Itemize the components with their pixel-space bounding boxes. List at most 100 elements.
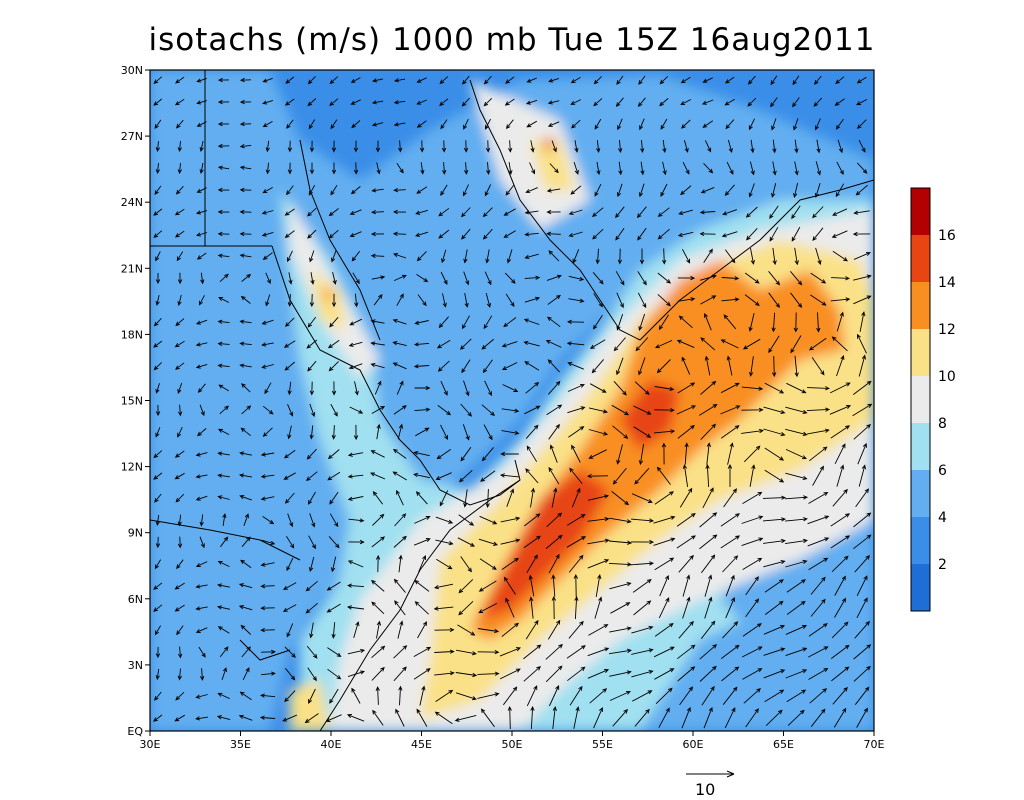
wind-arrow: [307, 491, 316, 505]
wind-arrow: [354, 293, 359, 308]
wind-arrow: [657, 228, 670, 240]
wind-arrow: [807, 386, 830, 391]
wind-arrow: [636, 206, 647, 219]
wind-arrow: [679, 686, 694, 706]
wind-arrow: [308, 535, 316, 550]
wind-arrow: [501, 341, 518, 348]
wind-arrow: [199, 404, 205, 417]
wind-arrow: [613, 380, 627, 396]
wind-arrow: [676, 405, 697, 415]
wind-arrow: [701, 554, 716, 574]
wind-arrow: [217, 428, 230, 436]
wind-arrow: [551, 140, 557, 153]
wind-arrow: [351, 250, 361, 262]
wind-arrow: [329, 76, 339, 85]
wind-arrow: [595, 248, 600, 265]
wind-arrow: [507, 705, 512, 730]
wind-arrow: [398, 554, 403, 573]
wind-arrow: [764, 447, 785, 461]
wind-arrow: [195, 716, 208, 721]
wind-arrow: [724, 707, 736, 729]
wind-arrow: [588, 624, 609, 636]
wind-arrow: [435, 539, 454, 546]
wind-arrow: [587, 647, 610, 657]
wind-arrow: [856, 99, 868, 106]
wind-arrow: [546, 188, 561, 193]
wind-arrow: [217, 341, 230, 346]
wind-arrow: [376, 620, 382, 639]
wind-arrow: [260, 562, 275, 567]
wind-arrow: [153, 208, 163, 216]
wind-arrow: [371, 188, 384, 193]
wind-arrow: [393, 645, 408, 659]
wind-arrow: [332, 271, 337, 285]
wind-arrow: [178, 646, 183, 659]
wind-arrow: [261, 231, 274, 237]
wind-arrow: [551, 487, 558, 508]
wind-arrow: [457, 537, 476, 547]
wind-arrow: [354, 381, 359, 396]
wind-arrow: [853, 644, 872, 660]
wind-arrow: [588, 407, 609, 414]
wind-arrow: [816, 139, 821, 154]
wind-arrow: [813, 97, 823, 107]
wind-arrow: [261, 649, 276, 655]
wind-arrow: [239, 77, 252, 83]
wind-arrow: [763, 625, 786, 635]
wind-arrow: [831, 666, 850, 682]
wind-arrow: [587, 538, 610, 545]
wind-arrow: [791, 205, 801, 220]
wind-arrow: [809, 446, 828, 462]
wind-arrow: [348, 363, 363, 370]
wind-arrow: [239, 231, 252, 237]
wind-arrow: [371, 645, 386, 659]
wind-arrow: [699, 665, 717, 682]
wind-arrow: [440, 119, 448, 130]
wind-arrow: [460, 556, 472, 573]
wind-arrow: [634, 708, 650, 727]
wind-arrow: [567, 406, 586, 414]
wind-arrow: [455, 692, 477, 701]
y-tick-label: 15N: [121, 395, 143, 408]
wind-arrow: [155, 646, 161, 659]
wind-arrow: [525, 382, 540, 394]
wind-arrow: [547, 380, 561, 395]
wind-arrow: [524, 210, 539, 215]
wind-arrow: [260, 474, 275, 479]
wind-arrow: [638, 313, 646, 331]
wind-arrow: [791, 226, 801, 242]
wind-arrow: [763, 538, 786, 544]
y-tick-label: 3N: [128, 659, 143, 672]
wind-arrow: [853, 424, 871, 440]
wind-arrow: [177, 162, 182, 175]
wind-arrow: [662, 248, 667, 265]
wind-arrow: [485, 488, 490, 509]
wind-arrow: [748, 312, 755, 332]
wind-arrow: [262, 99, 274, 105]
wind-arrow: [217, 187, 230, 193]
wind-arrow: [741, 515, 764, 524]
wind-arrow: [595, 574, 602, 597]
wind-arrow: [284, 98, 295, 106]
wind-arrow: [655, 687, 673, 705]
wind-arrow: [571, 119, 581, 129]
wind-arrow: [816, 312, 821, 333]
wind-arrow: [265, 294, 271, 307]
wind-arrow: [265, 162, 270, 175]
wind-arrow: [524, 405, 541, 415]
wind-arrow: [285, 668, 296, 681]
wind-arrow: [394, 513, 407, 527]
wind-arrow: [856, 707, 868, 728]
wind-arrow: [437, 360, 450, 372]
wind-arrow: [438, 207, 450, 217]
wind-arrow: [593, 98, 603, 107]
wind-arrow: [726, 161, 734, 175]
wind-arrow: [398, 140, 403, 153]
wind-arrow: [591, 359, 604, 374]
wind-arrow: [852, 231, 871, 237]
wind-arrow: [287, 250, 293, 263]
wind-arrow: [370, 363, 385, 369]
wind-arrow: [722, 555, 739, 573]
wind-arrow: [217, 626, 230, 634]
wind-arrow: [548, 553, 560, 574]
